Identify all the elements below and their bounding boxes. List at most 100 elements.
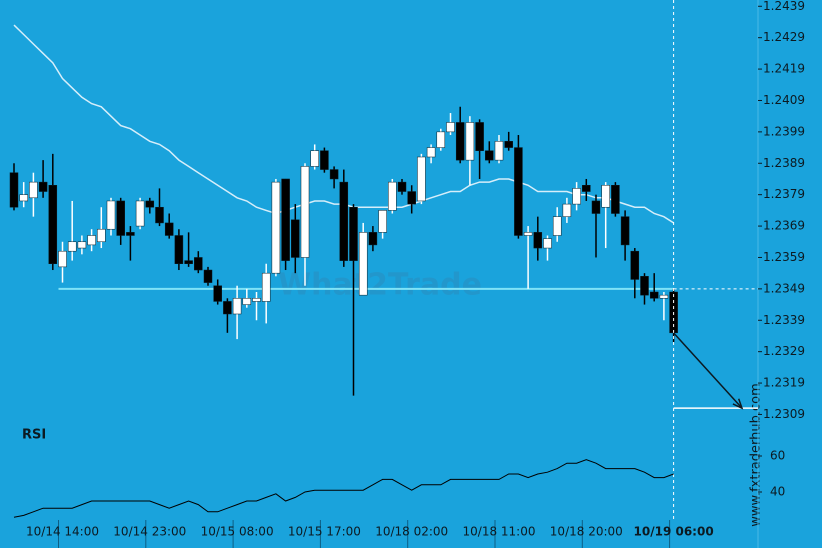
arrow-head (732, 398, 744, 410)
candle-body (291, 219, 300, 258)
candle-body (659, 294, 669, 299)
candle-body (300, 166, 310, 258)
candle-body (58, 250, 67, 268)
candle-body (358, 232, 368, 296)
candle-body (97, 228, 106, 243)
source: www.fxtraderhub.com (749, 383, 764, 527)
rsi-tick-label: 60 (770, 449, 785, 463)
candle-body (455, 122, 465, 161)
candle-body (543, 238, 552, 249)
candle-body (9, 172, 19, 208)
candle-body (320, 150, 329, 170)
candle-body (426, 147, 436, 158)
y-tick-label: 1.2389 (763, 156, 805, 170)
candle-body (19, 194, 28, 202)
candle-body (145, 200, 155, 208)
y-tick-label: 1.2339 (763, 313, 805, 327)
y-tick-label: 1.2439 (763, 0, 805, 13)
candle-body (504, 141, 513, 148)
candle-body (223, 301, 232, 315)
candle-body (485, 150, 494, 161)
candle-body (552, 216, 562, 236)
candle-body (38, 181, 48, 192)
candle-body (533, 232, 543, 249)
candle-body (126, 232, 135, 236)
candle-body (77, 241, 87, 249)
candle-body (611, 185, 620, 214)
candle-body (106, 200, 116, 230)
candle-body (135, 200, 145, 227)
candle-body (397, 181, 407, 192)
price-pane (9, 24, 678, 396)
y-tick-label: 1.2379 (763, 187, 805, 201)
candle-body (601, 185, 610, 208)
y-tick-label: 1.2399 (763, 124, 805, 138)
candle-body (591, 200, 601, 214)
candle-body (649, 291, 659, 299)
candle-body (407, 191, 416, 205)
candle-body (514, 147, 523, 236)
projection-arrow (673, 332, 743, 409)
candle-body (378, 210, 387, 233)
rsi-label: RSI (22, 428, 46, 443)
candle-body (640, 276, 649, 296)
candle-body (310, 150, 319, 167)
x-tick-label: 10/14 23:00 (113, 525, 186, 539)
candle-body (155, 206, 164, 224)
candle-body (329, 169, 339, 180)
candle-body (523, 232, 533, 236)
candle-body (48, 185, 58, 264)
candle-body (620, 216, 630, 246)
watermark: What2Trade (278, 268, 482, 303)
candle-body (252, 298, 261, 302)
candle-body (261, 272, 271, 302)
x-tick-label: 10/18 02:00 (375, 525, 448, 539)
candle-body (417, 156, 426, 202)
candle-body (572, 188, 581, 205)
x-tick-label: 10/15 08:00 (201, 525, 274, 539)
rsi-line (13, 459, 674, 518)
candle-body (475, 122, 484, 151)
x-tick-label: 10/19 06:00 (634, 525, 714, 539)
candle-body (174, 235, 184, 264)
candle-body (232, 298, 242, 315)
candle-body (213, 285, 222, 302)
candle-body (242, 298, 252, 305)
candle-body (436, 131, 446, 148)
candle-body (281, 178, 290, 261)
candle-body (164, 222, 174, 236)
candle-body (349, 206, 358, 261)
y-tick-label: 1.2349 (763, 281, 805, 295)
y-tick-label: 1.2419 (763, 62, 805, 76)
candle-body (582, 185, 591, 192)
x-tick-label: 10/18 20:00 (550, 525, 623, 539)
y-tick-label: 1.2309 (763, 407, 805, 421)
x-tick-label: 10/18 11:00 (463, 525, 536, 539)
y-tick-label: 1.2409 (763, 93, 805, 107)
candle-body (87, 235, 96, 246)
candle-body (67, 241, 77, 252)
x-tick-label: 10/15 17:00 (288, 525, 361, 539)
y-tick-label: 1.2429 (763, 30, 805, 44)
x-tick-label: 10/14 14:00 (26, 525, 99, 539)
rsi-tick-label: 40 (770, 485, 785, 499)
candle-body (494, 141, 504, 161)
candle-body (194, 257, 203, 271)
y-tick-label: 1.2369 (763, 219, 805, 233)
candle-body (116, 200, 125, 236)
y-tick-label: 1.2329 (763, 344, 805, 358)
candle-body (203, 269, 213, 283)
candle-body (368, 232, 378, 246)
y-tick-label: 1.2319 (763, 376, 805, 390)
candle-body (271, 181, 281, 274)
candle-body (29, 181, 38, 199)
candle-body (339, 181, 349, 261)
candle-body (465, 122, 475, 161)
candle-body (630, 250, 640, 280)
y-tick-label: 1.2359 (763, 250, 805, 264)
candle-body (446, 122, 455, 133)
candle-body (562, 203, 572, 217)
candle-body (388, 181, 397, 211)
